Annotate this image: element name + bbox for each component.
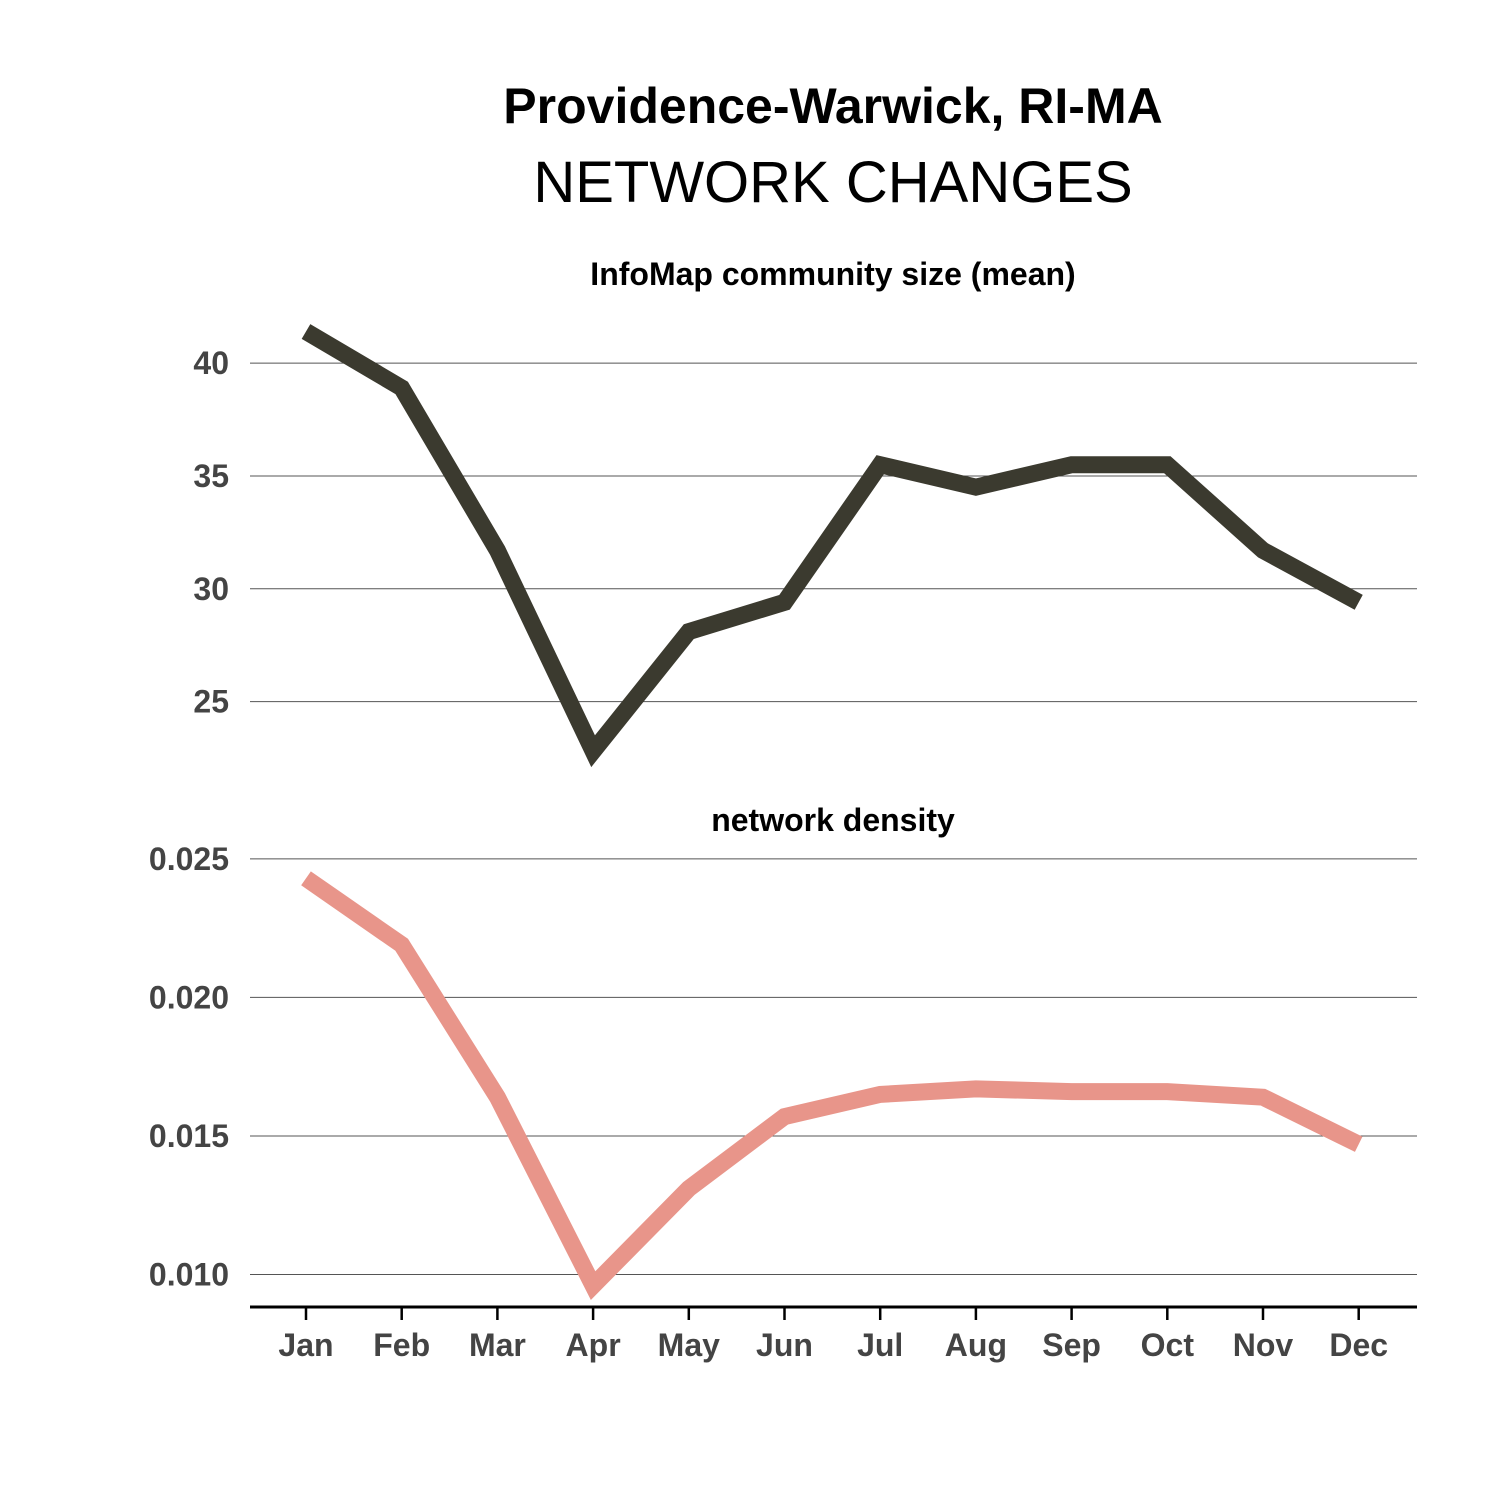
x-tick-label-may: May <box>658 1327 720 1363</box>
y-tick-label-network-density-1: 0.015 <box>149 1118 229 1154</box>
panel-title-network-density: network density <box>711 802 955 838</box>
x-tick-label-jul: Jul <box>857 1327 903 1363</box>
x-tick-label-mar: Mar <box>469 1327 526 1363</box>
panel-network-density: network density 0.010 0.015 0.020 0.025 <box>149 802 1417 1300</box>
series-line-network-density <box>301 871 1363 1300</box>
x-tick-label-jan: Jan <box>278 1327 333 1363</box>
x-tick-label-dec: Dec <box>1329 1327 1388 1363</box>
panel-community-size: InfoMap community size (mean) 25 30 35 40 <box>193 256 1417 768</box>
x-tick-label-nov: Nov <box>1233 1327 1294 1363</box>
y-tick-label-network-density-0: 0.010 <box>149 1257 229 1293</box>
y-tick-label-community-size-1: 30 <box>193 571 229 607</box>
y-tick-label-network-density-2: 0.020 <box>149 979 229 1015</box>
chart-title: Providence-Warwick, RI-MA <box>503 78 1162 134</box>
x-tick-label-aug: Aug <box>945 1327 1007 1363</box>
x-tick-label-jun: Jun <box>756 1327 813 1363</box>
x-tick-label-feb: Feb <box>373 1327 430 1363</box>
x-axis: Jan Feb Mar Apr May Jun Jul Aug Sep Oct Nov Dec <box>250 1305 1417 1363</box>
x-tick-label-sep: Sep <box>1042 1327 1101 1363</box>
panel-title-community-size: InfoMap community size (mean) <box>590 256 1075 292</box>
chart-subtitle: NETWORK CHANGES <box>533 150 1132 215</box>
y-tick-label-community-size-2: 35 <box>193 458 229 494</box>
x-tick-label-apr: Apr <box>566 1327 621 1363</box>
y-tick-label-community-size-0: 25 <box>193 684 229 720</box>
series-line-community-size <box>301 324 1363 768</box>
y-tick-label-community-size-3: 40 <box>193 345 229 381</box>
y-tick-label-network-density-3: 0.025 <box>149 841 229 877</box>
x-tick-label-oct: Oct <box>1141 1327 1195 1363</box>
